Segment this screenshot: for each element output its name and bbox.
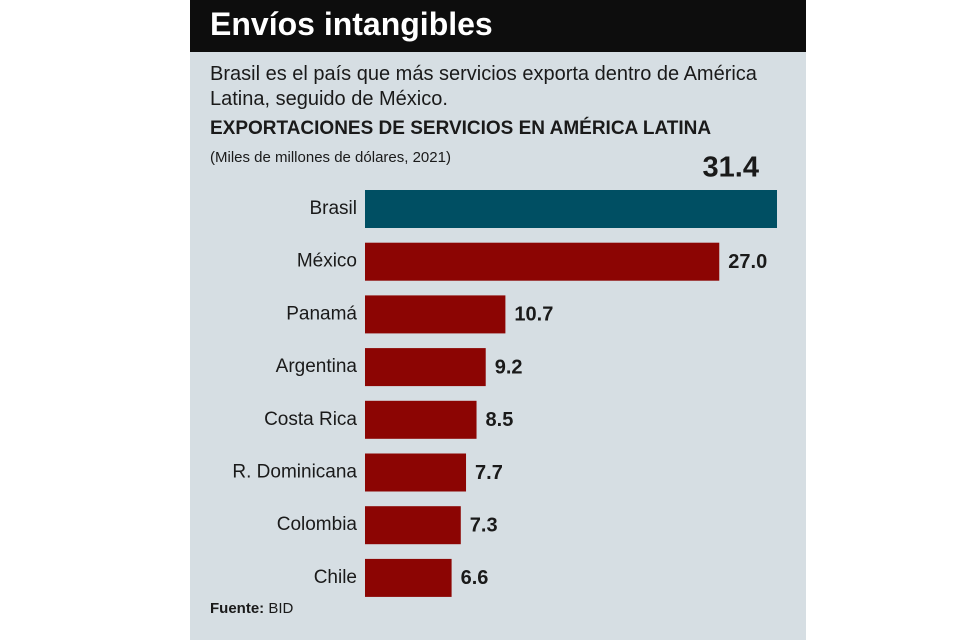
subtitle: Brasil es el país que más servicios expo…: [210, 63, 757, 110]
category-label: R. Dominicana: [232, 462, 357, 483]
header-bar: [190, 0, 806, 52]
source-line: Fuente: BID: [210, 600, 293, 617]
value-label: 7.3: [470, 514, 498, 536]
source-label: Fuente:: [210, 600, 265, 617]
bar: [365, 348, 486, 387]
value-label: 31.4: [703, 152, 759, 184]
category-label: Argentina: [276, 356, 358, 377]
value-label: 7.7: [475, 462, 503, 484]
category-label: Chile: [314, 567, 357, 588]
bar: [365, 190, 777, 228]
bar: [365, 558, 452, 597]
category-label: México: [297, 251, 357, 272]
category-label: Costa Rica: [264, 409, 357, 430]
bar: [365, 242, 720, 281]
value-label: 6.6: [461, 567, 489, 589]
bar: [365, 453, 467, 492]
bar: [365, 400, 477, 439]
units: (Miles de millones de dólares, 2021): [210, 149, 451, 166]
value-label: 27.0: [728, 251, 767, 273]
category-label: Brasil: [309, 198, 357, 219]
value-label: 8.5: [486, 409, 514, 431]
category-label: Colombia: [277, 514, 358, 535]
bar: [365, 506, 461, 545]
header: Envíos intangibles: [210, 6, 493, 42]
bar: [365, 295, 506, 334]
category-label: Panamá: [286, 303, 357, 324]
source: BID: [268, 600, 294, 617]
value-label: 9.2: [495, 356, 523, 378]
value-label: 10.7: [514, 304, 553, 326]
chart-title: EXPORTACIONES DE SERVICIOS EN AMÉRICA LA…: [210, 118, 712, 139]
